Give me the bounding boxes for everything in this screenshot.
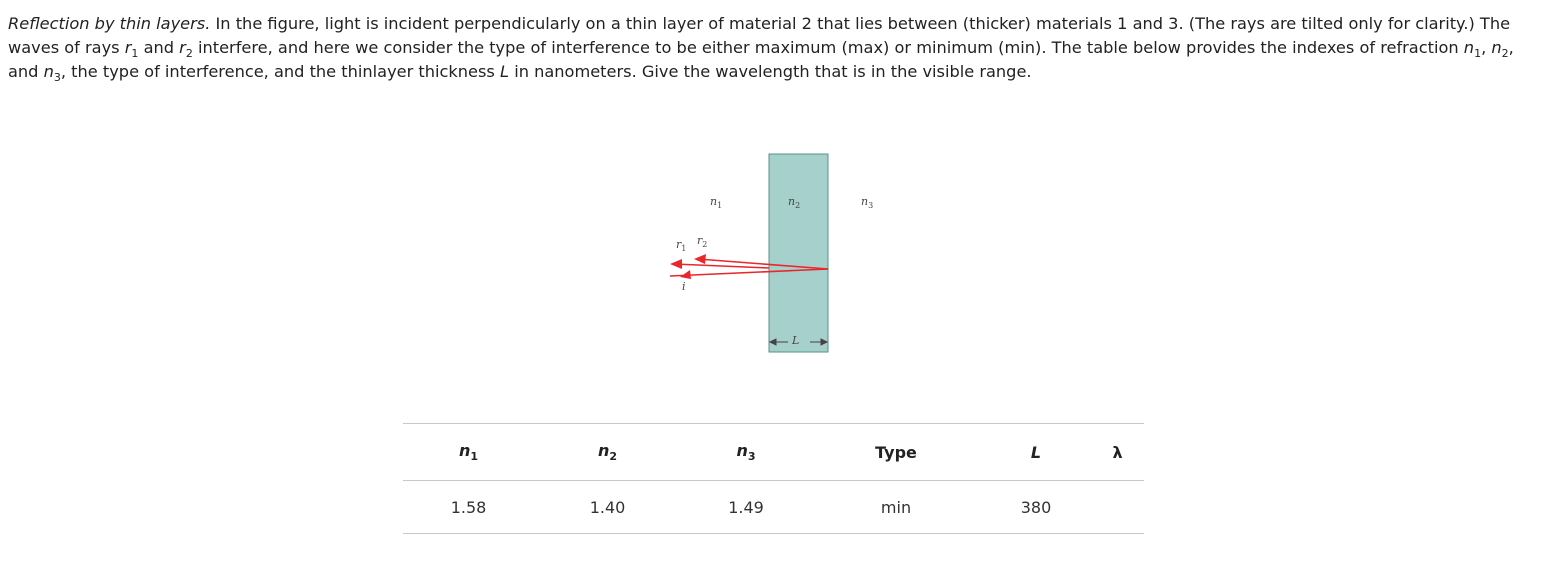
- thin-layer: [768, 153, 829, 353]
- label-n1: n1: [710, 195, 723, 211]
- header-type: Type: [875, 442, 917, 462]
- header-n3: n3: [736, 440, 756, 464]
- cell-L: 380: [1020, 497, 1052, 517]
- label-n3: n3: [861, 195, 874, 211]
- header-L: L: [1030, 442, 1042, 462]
- label-n2: n2: [788, 195, 801, 211]
- problem-statement: Reflection by thin layers. In the figure…: [8, 14, 1514, 85]
- label-r1: r1: [676, 238, 687, 254]
- label-i: i: [682, 280, 686, 293]
- thickness-marker: [768, 338, 829, 346]
- problem-title: Reflection by thin layers.: [8, 14, 211, 33]
- r1-arrowhead: [670, 259, 682, 269]
- rays: [669, 258, 829, 277]
- cell-type: min: [880, 497, 912, 517]
- cell-lambda: [1091, 481, 1144, 534]
- table-header-row: n1 n2 n3 Type L λ: [403, 423, 1144, 481]
- header-lambda: λ: [1112, 442, 1123, 462]
- header-n1: n1: [458, 440, 479, 464]
- label-r2: r2: [697, 234, 708, 250]
- figure-drawing: [669, 153, 829, 353]
- incident-ray: [669, 268, 829, 277]
- cell-n3: 1.49: [728, 497, 764, 517]
- r2-arrowhead: [694, 254, 706, 264]
- cell-n1: 1.58: [450, 497, 487, 517]
- ray-r1: [673, 263, 770, 269]
- ray-r2: [697, 258, 829, 270]
- label-L: L: [792, 334, 800, 347]
- cell-n2: 1.40: [589, 497, 626, 517]
- table-row: 1.58 1.40 1.49 min 380: [403, 481, 1144, 534]
- header-n2: n2: [597, 440, 618, 464]
- refraction-table: n1 n2 n3 Type L λ 1.58 1.40 1.49 min 380: [403, 423, 1144, 534]
- incident-arrowhead: [680, 270, 691, 279]
- thin-layer-figure: n1 n2 n3 r1 r2 i L: [660, 150, 890, 360]
